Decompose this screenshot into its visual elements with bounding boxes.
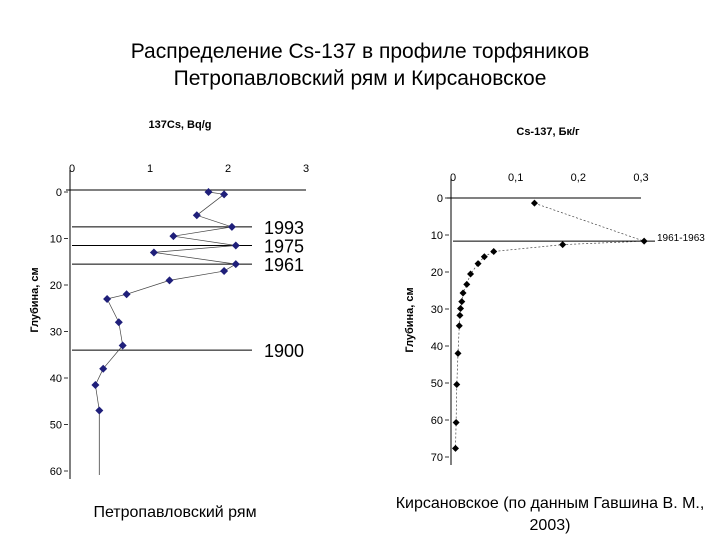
data-point	[122, 290, 131, 299]
x-tick-label: 0	[69, 163, 75, 175]
data-point	[474, 260, 482, 268]
x-tick-label: 3	[303, 163, 309, 175]
data-point	[530, 199, 538, 207]
y-tick-label: 60	[50, 466, 62, 478]
x-tick-label: 2	[225, 163, 231, 175]
data-point	[456, 311, 464, 319]
data-point	[454, 349, 462, 357]
data-point	[467, 270, 475, 278]
year-label: 1961-1963	[657, 233, 705, 244]
data-point	[640, 237, 648, 245]
page-title: Распределение Cs-137 в профиле торфянико…	[0, 38, 720, 92]
x-tick-label: 0,2	[571, 172, 586, 184]
y-tick-label: 30	[431, 304, 443, 316]
data-point	[490, 248, 498, 256]
y-tick-label: 40	[50, 373, 62, 385]
data-point	[453, 380, 461, 388]
data-point	[91, 380, 100, 389]
y-tick-label: 10	[50, 234, 62, 246]
year-label: 1961	[264, 255, 304, 275]
caption-left: Петропавловский рям	[93, 504, 257, 521]
x-axis-title: Cs-137, Бк/г	[516, 126, 580, 138]
title-line-1: Распределение Cs-137 в профиле торфянико…	[130, 40, 590, 63]
x-tick-label: 0,3	[633, 172, 648, 184]
y-tick-label: 50	[50, 420, 62, 432]
y-tick-label: 20	[50, 280, 62, 292]
caption-right: Кирсановское (по данным Гавшина В. М., 2…	[395, 495, 705, 534]
y-tick-label: 50	[431, 378, 443, 390]
data-point	[169, 232, 178, 241]
y-tick-label: 20	[431, 267, 443, 279]
data-point	[227, 222, 236, 231]
year-label: 1975	[264, 236, 304, 256]
year-label: 1993	[264, 218, 304, 238]
data-point	[103, 294, 112, 303]
chart-kirsanovskoe: 0 0,1 0,2 0,3 0 10 20 30 40 50 60 70 Cs-137, Бк/г Глу…	[404, 126, 705, 465]
x-tick-label: 0	[450, 172, 456, 184]
data-point	[95, 406, 104, 415]
series-line	[95, 191, 237, 411]
data-point	[220, 267, 229, 276]
data-point	[452, 418, 460, 426]
data-point	[192, 211, 201, 220]
data-point	[231, 241, 240, 250]
data-point	[231, 260, 240, 269]
data-point	[480, 253, 488, 261]
y-tick-label: 30	[50, 327, 62, 339]
x-tick-label: 0,1	[508, 172, 523, 184]
data-point	[114, 318, 123, 327]
year-label: 1900	[264, 341, 304, 361]
data-point	[463, 280, 471, 288]
y-tick-label: 10	[431, 230, 443, 242]
data-point	[458, 298, 466, 306]
y-axis-title: Глубина, см	[29, 267, 41, 332]
y-tick-label: 0	[437, 193, 443, 205]
y-tick-label: 60	[431, 415, 443, 427]
data-point	[165, 276, 174, 285]
data-point	[118, 341, 127, 350]
y-tick-label: 40	[431, 341, 443, 353]
title-line-2: Петропавловский рям и Кирсановское	[173, 67, 547, 90]
data-point	[220, 190, 229, 199]
data-point	[457, 305, 465, 313]
x-axis-title: 137Cs, Bq/g	[149, 119, 212, 131]
data-point	[204, 188, 213, 196]
y-axis-title: Глубина, см	[404, 287, 416, 352]
y-tick-label: 0	[56, 187, 62, 199]
data-point	[559, 241, 567, 249]
data-point	[459, 289, 467, 297]
series-line	[455, 202, 645, 449]
x-tick-label: 1	[147, 163, 153, 175]
data-point	[455, 322, 463, 330]
data-point	[452, 444, 460, 452]
data-point	[149, 248, 158, 257]
data-point	[99, 364, 108, 373]
y-tick-label: 70	[431, 452, 443, 464]
